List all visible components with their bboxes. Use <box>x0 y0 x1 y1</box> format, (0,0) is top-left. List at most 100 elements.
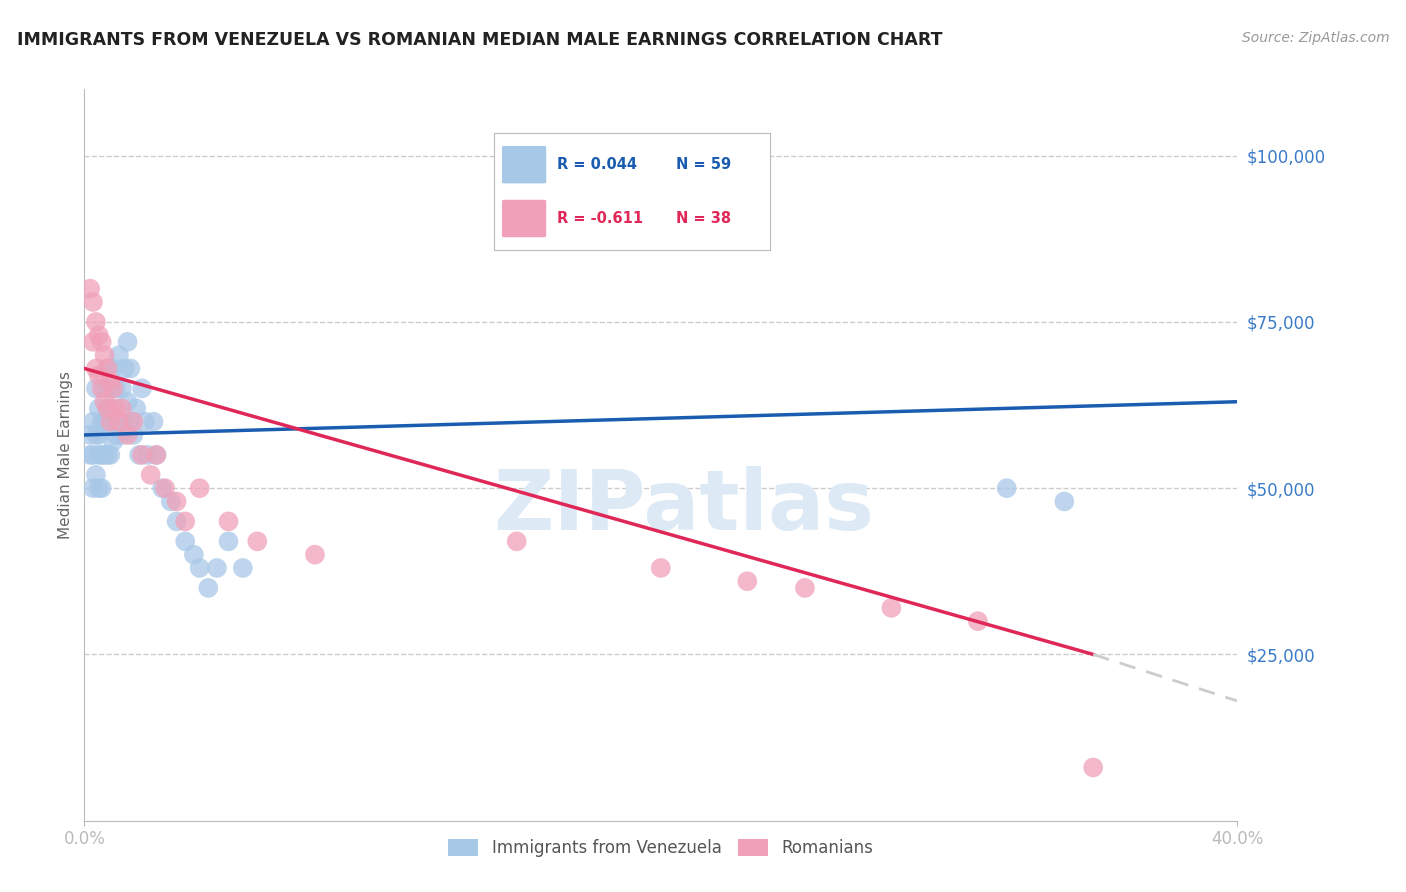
Point <box>84 361 107 376</box>
Point <box>142 415 165 429</box>
Point <box>125 401 148 416</box>
Point <box>108 415 131 429</box>
Point <box>650 561 672 575</box>
Point <box>105 428 128 442</box>
Point <box>103 434 124 449</box>
Point <box>145 448 167 462</box>
Text: Source: ZipAtlas.com: Source: ZipAtlas.com <box>1241 31 1389 45</box>
Point <box>880 600 903 615</box>
Point <box>197 581 219 595</box>
Point <box>82 334 104 349</box>
Point <box>87 448 110 462</box>
Text: IMMIGRANTS FROM VENEZUELA VS ROMANIAN MEDIAN MALE EARNINGS CORRELATION CHART: IMMIGRANTS FROM VENEZUELA VS ROMANIAN ME… <box>17 31 942 49</box>
Point <box>218 534 240 549</box>
Point <box>84 381 107 395</box>
Point <box>205 561 228 575</box>
Point <box>111 401 134 416</box>
Point <box>111 381 134 395</box>
Point <box>87 401 110 416</box>
Point <box>79 282 101 296</box>
Point <box>90 334 112 349</box>
Point <box>87 428 110 442</box>
Point <box>84 467 107 482</box>
Point <box>246 534 269 549</box>
Point <box>122 428 145 442</box>
Point <box>134 415 156 429</box>
Point <box>120 415 142 429</box>
Point <box>82 481 104 495</box>
Point <box>111 428 134 442</box>
Point <box>737 574 759 589</box>
Point <box>105 381 128 395</box>
Point <box>98 415 121 429</box>
Point <box>84 315 107 329</box>
Point <box>82 448 104 462</box>
Point <box>96 448 118 462</box>
Point <box>79 448 101 462</box>
Point <box>218 515 240 529</box>
Point <box>967 614 990 628</box>
Legend: Immigrants from Venezuela, Romanians: Immigrants from Venezuela, Romanians <box>441 832 880 863</box>
Point <box>304 548 326 562</box>
Point <box>90 415 112 429</box>
Point <box>183 548 205 562</box>
Point <box>136 448 159 462</box>
Y-axis label: Median Male Earnings: Median Male Earnings <box>58 371 73 539</box>
Point <box>98 375 121 389</box>
Point <box>93 394 115 409</box>
Point <box>82 295 104 310</box>
Point <box>103 361 124 376</box>
Point <box>145 448 167 462</box>
Point <box>108 415 131 429</box>
Point <box>232 561 254 575</box>
Point <box>79 428 101 442</box>
Point <box>103 381 124 395</box>
Point <box>160 494 183 508</box>
Point <box>174 515 197 529</box>
Point <box>98 415 121 429</box>
Point <box>174 534 197 549</box>
Point <box>131 448 153 462</box>
Point <box>128 448 150 462</box>
Point <box>90 448 112 462</box>
Point <box>93 381 115 395</box>
Point <box>82 415 104 429</box>
Point <box>1053 494 1076 508</box>
Point <box>114 415 136 429</box>
Point <box>117 334 139 349</box>
Point <box>96 401 118 416</box>
Point <box>93 448 115 462</box>
Point <box>96 361 118 376</box>
Point <box>139 467 162 482</box>
Point <box>93 348 115 362</box>
Point <box>87 368 110 383</box>
Point <box>114 361 136 376</box>
Point <box>794 581 817 595</box>
Point <box>1083 760 1105 774</box>
Point <box>96 401 118 416</box>
Point <box>188 481 211 495</box>
Point <box>117 394 139 409</box>
Point <box>105 401 128 416</box>
Point <box>150 481 173 495</box>
Point <box>506 534 529 549</box>
Point <box>103 401 124 416</box>
Point <box>120 361 142 376</box>
Point <box>98 448 121 462</box>
Point <box>117 428 139 442</box>
Point <box>153 481 176 495</box>
Point <box>98 381 121 395</box>
Point <box>166 494 188 508</box>
Point <box>84 428 107 442</box>
Point <box>122 415 145 429</box>
Point <box>166 515 188 529</box>
Point <box>995 481 1018 495</box>
Text: ZIPatlas: ZIPatlas <box>494 466 875 547</box>
Point <box>87 328 110 343</box>
Point <box>131 381 153 395</box>
Point <box>188 561 211 575</box>
Point <box>96 361 118 376</box>
Point <box>90 381 112 395</box>
Point <box>108 348 131 362</box>
Point <box>87 481 110 495</box>
